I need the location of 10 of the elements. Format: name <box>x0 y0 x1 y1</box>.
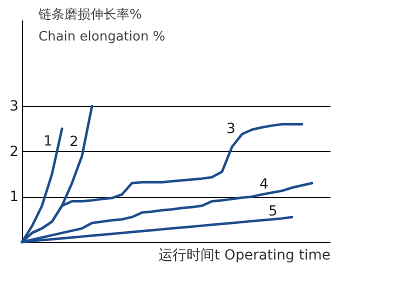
series-label: 2 <box>70 134 78 150</box>
series-label: 3 <box>226 120 236 137</box>
series-label: 1 <box>44 134 52 150</box>
y-tick-label: 2 <box>10 144 18 160</box>
series-label: 5 <box>268 203 278 220</box>
y-axis-title: 链条磨损伸长率% Chain elongation % <box>38 6 166 44</box>
series-label: 4 <box>260 176 269 192</box>
y-tick-label: 3 <box>10 98 18 115</box>
x-axis-title: 运行时间t Operating time <box>158 248 330 264</box>
y-tick-label: 1 <box>10 189 18 206</box>
